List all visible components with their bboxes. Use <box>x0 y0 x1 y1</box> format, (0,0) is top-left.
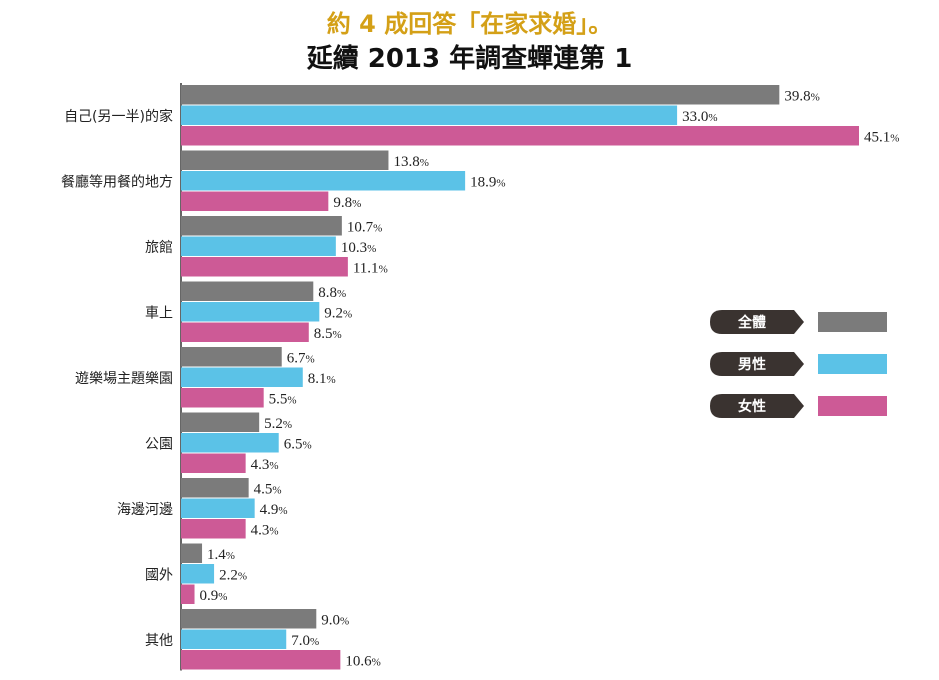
legend-tag <box>710 394 804 418</box>
legend-tag <box>710 352 804 376</box>
category-label: 海邊河邊 <box>117 502 173 518</box>
category-label: 旅館 <box>145 239 173 256</box>
data-label: 11.1% <box>353 261 388 277</box>
data-label: 4.5% <box>254 482 282 498</box>
data-label: 10.6% <box>345 654 380 670</box>
data-label: 39.8% <box>784 89 819 105</box>
legend-item: 男性 <box>710 352 887 376</box>
data-label: 9.8% <box>333 195 361 211</box>
data-label: 4.9% <box>260 502 288 518</box>
data-label: 6.5% <box>284 437 312 453</box>
category-label: 遊樂場主題樂園 <box>75 370 173 387</box>
chart-subtitle: 延續 2013 年調查蟬連第 1 <box>306 44 633 74</box>
bar-男性 <box>181 171 466 191</box>
bar-全體 <box>181 85 780 105</box>
bar-男性 <box>181 433 279 453</box>
legend-label: 全體 <box>737 314 766 331</box>
category-label: 車上 <box>145 304 173 321</box>
data-label: 9.0% <box>321 613 349 629</box>
data-label: 6.7% <box>287 351 315 367</box>
bar-女性 <box>181 191 329 211</box>
data-label: 4.3% <box>251 457 279 473</box>
category-label: 公園 <box>145 436 173 452</box>
legend-swatch <box>818 312 887 332</box>
data-label: 1.4% <box>207 547 235 563</box>
bar-男性 <box>181 236 336 256</box>
data-label: 45.1% <box>864 130 899 146</box>
bar-男性 <box>181 302 320 322</box>
bar-男性 <box>181 105 678 125</box>
category-label: 其他 <box>145 633 173 649</box>
category-label: 國外 <box>145 567 173 583</box>
legend-tag <box>710 310 804 334</box>
data-label: 10.3% <box>341 240 376 256</box>
legend-swatch <box>818 396 887 416</box>
data-label: 10.7% <box>347 220 382 236</box>
bar-全體 <box>181 216 342 236</box>
bar-男性 <box>181 367 303 387</box>
data-label: 5.2% <box>264 416 292 432</box>
data-label: 8.5% <box>314 326 342 342</box>
data-label: 0.9% <box>200 588 228 604</box>
bar-全體 <box>181 412 260 432</box>
bar-男性 <box>181 629 287 649</box>
data-label: 4.3% <box>251 523 279 539</box>
bar-女性 <box>181 453 246 473</box>
category-label: 自己(另一半)的家 <box>64 108 173 125</box>
bar-全體 <box>181 478 249 498</box>
bar-女性 <box>181 126 859 146</box>
data-label: 7.0% <box>291 633 319 649</box>
bar-全體 <box>181 543 203 563</box>
bar-女性 <box>181 650 341 670</box>
bar-女性 <box>181 322 309 342</box>
bar-全體 <box>181 609 317 629</box>
data-label: 8.8% <box>318 285 346 301</box>
legend-swatch <box>818 354 887 374</box>
chart-title: 約 4 成回答「在家求婚」。 <box>326 10 613 38</box>
data-label: 5.5% <box>269 392 297 408</box>
legend-item: 女性 <box>710 394 887 418</box>
bar-女性 <box>181 519 246 539</box>
legend-item: 全體 <box>710 310 887 334</box>
category-label: 餐廳等用餐的地方 <box>61 173 173 190</box>
legend-label: 男性 <box>738 356 766 373</box>
bar-全體 <box>181 281 314 301</box>
bar-女性 <box>181 388 264 408</box>
bar-男性 <box>181 498 255 518</box>
data-label: 18.9% <box>470 175 505 191</box>
data-label: 2.2% <box>219 568 247 584</box>
bar-女性 <box>181 584 195 604</box>
bar-全體 <box>181 347 282 367</box>
bar-全體 <box>181 150 389 170</box>
data-label: 8.1% <box>308 371 336 387</box>
bar-男性 <box>181 564 215 584</box>
data-label: 13.8% <box>393 154 428 170</box>
legend-label: 女性 <box>738 398 766 415</box>
data-label: 9.2% <box>324 306 352 322</box>
data-label: 33.0% <box>682 109 717 125</box>
bar-女性 <box>181 257 348 277</box>
